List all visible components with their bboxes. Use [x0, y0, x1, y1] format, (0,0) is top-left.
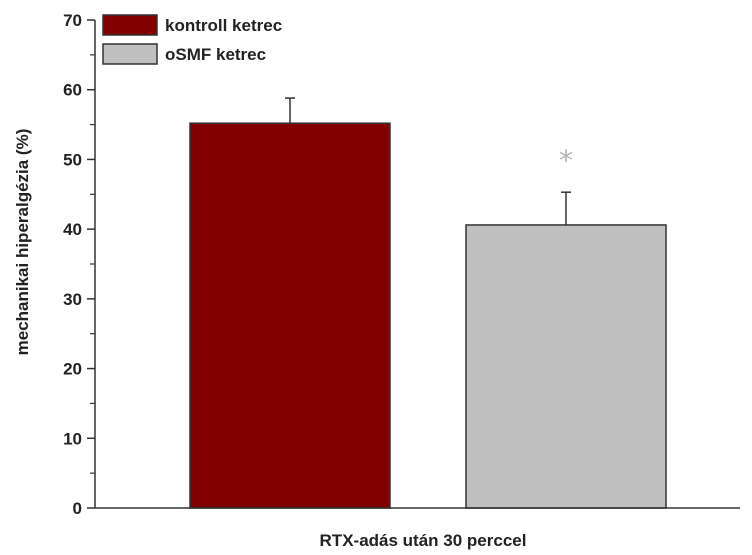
y-tick-label: 50 [63, 150, 82, 169]
legend-swatch [102, 43, 158, 65]
bars: * [189, 97, 667, 509]
bar [189, 122, 391, 509]
legend-swatch [102, 14, 158, 36]
y-axis-ticks: 0 10 20 30 40 50 60 70 [63, 11, 95, 518]
bar [465, 224, 667, 509]
y-tick-label: 10 [63, 429, 82, 448]
y-tick-label: 60 [63, 81, 82, 100]
y-axis-title: mechanikai hiperalgézia (%) [13, 129, 32, 356]
legend: kontroll ketrec oSMF ketrec [102, 14, 282, 65]
y-tick-label: 20 [63, 360, 82, 379]
x-axis-title: RTX-adás után 30 perccel [320, 531, 527, 550]
y-tick-label: 40 [63, 220, 82, 239]
y-tick-label: 30 [63, 290, 82, 309]
significance-marker: * [559, 144, 573, 177]
y-tick-label: 0 [73, 499, 82, 518]
legend-label: kontroll ketrec [165, 16, 282, 35]
y-tick-label: 70 [63, 11, 82, 30]
legend-label: oSMF ketrec [165, 45, 266, 64]
